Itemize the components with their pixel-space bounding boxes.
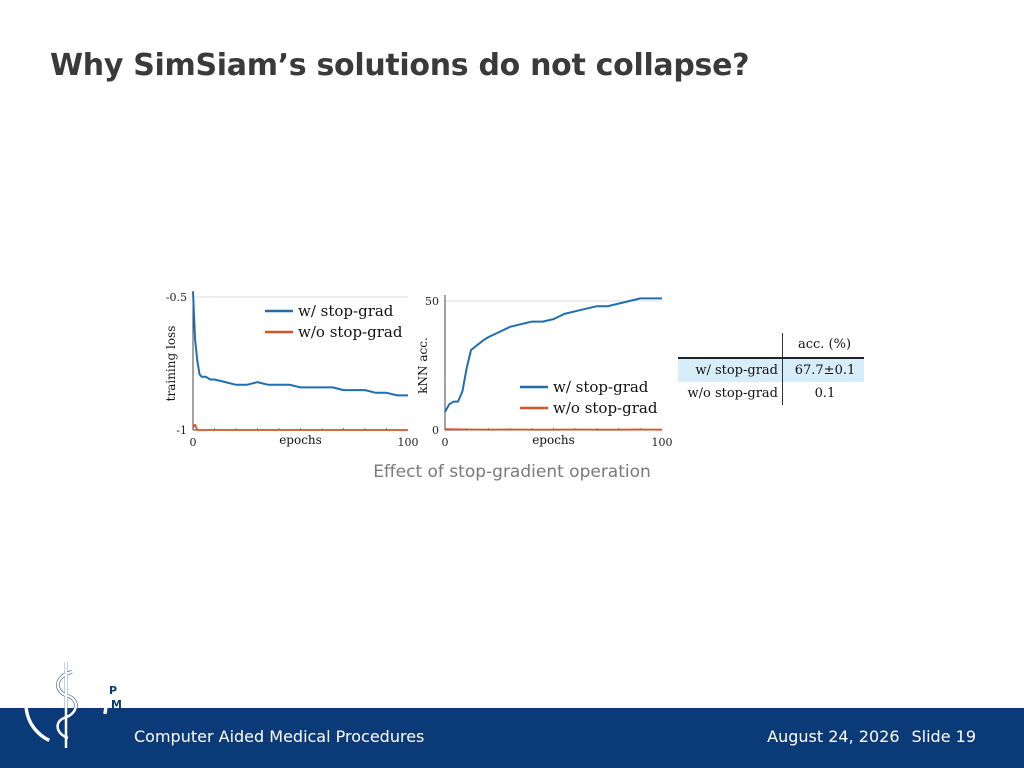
y-tick-label: 0 xyxy=(432,424,439,437)
knn-accuracy-svg: 50 00 100 epochs kNN acc. w/ stop-grad w/o sto… xyxy=(416,295,673,449)
footer-institute: Computer Aided Medical Procedures xyxy=(134,727,425,746)
y-axis-title: training loss xyxy=(164,326,178,402)
knn-accuracy-chart: 50 0 0 100 epochs kNN acc. w/ stop-grad w/o sto… xyxy=(415,285,675,455)
y-axis-title: kNN acc. xyxy=(416,337,430,394)
stop-gradient-figure: -0.5 -1 0 100 epochs training loss w/ stop-gra… xyxy=(160,285,870,455)
footer-date: August 24, 2026 xyxy=(767,727,900,746)
legend-label: w/ stop-grad xyxy=(553,378,649,396)
table-column-header: acc. (%) xyxy=(797,337,852,352)
figure-caption: Effect of stop-gradient operation xyxy=(373,462,651,482)
legend-label: w/ stop-grad xyxy=(298,302,394,320)
x-axis-title: epochs xyxy=(279,433,322,447)
table-row-value: 0.1 xyxy=(814,386,836,401)
x-tick-label: 100 xyxy=(398,436,419,449)
footer-bar xyxy=(0,708,1024,768)
x-tick-label: 0 xyxy=(442,436,449,449)
legend-label: w/o stop-grad xyxy=(298,323,403,341)
slide-title: Why SimSiam’s solutions do not collapse? xyxy=(50,48,750,83)
y-tick-label: -0.5 xyxy=(166,291,187,304)
camp-logo: CAMP xyxy=(20,652,126,758)
accuracy-table: acc. (%) w/ stop-grad 67.7±0.1 w/o stop-… xyxy=(678,333,864,405)
x-axis-title: epochs xyxy=(532,433,575,447)
footer-meta: August 24, 2026 Slide 19 xyxy=(767,727,976,746)
footer-slide-number: Slide 19 xyxy=(911,727,977,746)
series-line-no-stop-grad xyxy=(444,428,663,431)
training-loss-svg: -0.5 -10 100 epochs training loss w/ stop-gra… xyxy=(164,291,419,449)
table-row: w/ stop-grad 67.7±0.1 xyxy=(678,359,864,382)
training-loss-chart: -0.5 -1 0 100 epochs training loss w/ stop-gra… xyxy=(160,285,419,455)
y-tick-label: -1 xyxy=(176,424,187,437)
series-line-stop-grad xyxy=(444,297,662,413)
table-row-label: w/o stop-grad xyxy=(687,386,778,401)
series-line-stop-grad xyxy=(192,291,408,397)
series-line-no-stop-grad xyxy=(192,423,408,431)
table-row-label: w/ stop-grad xyxy=(695,363,778,378)
x-tick-label: 100 xyxy=(652,436,673,449)
table-row: w/o stop-grad 0.1 xyxy=(678,382,864,405)
y-tick-label: 50 xyxy=(425,295,439,308)
logo-lettering: CAMP xyxy=(104,684,122,739)
table-row-value: 67.7±0.1 xyxy=(794,363,856,378)
x-tick-label: 0 xyxy=(190,436,197,449)
table-header: acc. (%) xyxy=(678,333,864,357)
legend-label: w/o stop-grad xyxy=(553,399,658,417)
